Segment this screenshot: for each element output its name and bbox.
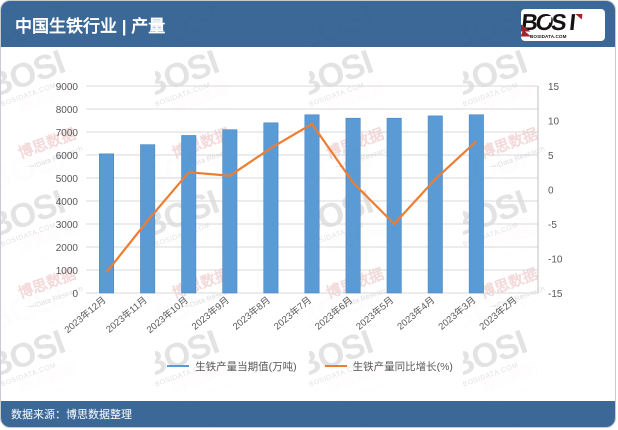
svg-text:15: 15 [548, 82, 560, 93]
svg-text:BOSIDATA.COM: BOSIDATA.COM [530, 34, 567, 39]
svg-text:5: 5 [548, 151, 554, 162]
svg-text:0: 0 [72, 289, 78, 300]
svg-text:4000: 4000 [56, 197, 79, 208]
svg-text:-10: -10 [548, 255, 563, 266]
svg-text:I: I [568, 9, 577, 35]
svg-text:8000: 8000 [56, 105, 79, 116]
svg-text:2000: 2000 [56, 243, 79, 254]
svg-text:3000: 3000 [56, 220, 79, 231]
svg-text:10: 10 [548, 117, 560, 128]
svg-text:6000: 6000 [56, 151, 79, 162]
svg-text:7000: 7000 [56, 128, 79, 139]
svg-text:-5: -5 [548, 220, 557, 231]
svg-text:-15: -15 [548, 289, 563, 300]
svg-text:1000: 1000 [56, 266, 79, 277]
svg-text:0: 0 [548, 186, 554, 197]
svg-text:5000: 5000 [56, 174, 79, 185]
svg-text:9000: 9000 [56, 82, 79, 93]
